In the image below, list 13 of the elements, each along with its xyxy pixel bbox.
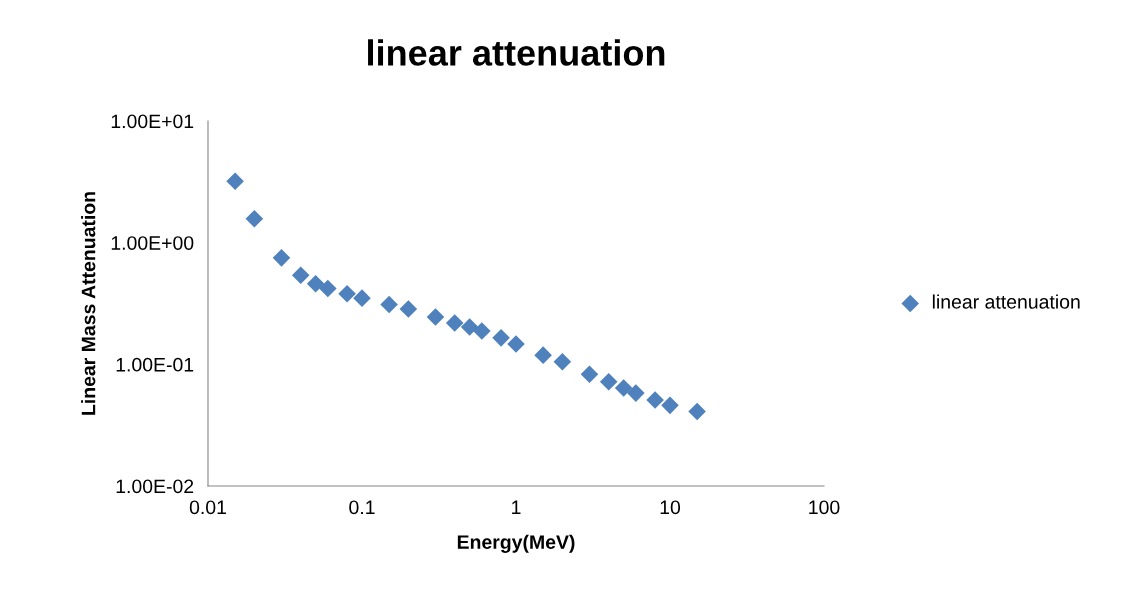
y-tick-label: 1.00E-01	[116, 357, 194, 372]
x-axis-title: Energy(MeV)	[457, 534, 575, 553]
y-tick-label: 1.00E+00	[111, 236, 194, 250]
y-axis-title: Linear Mass Attenuation	[81, 192, 96, 415]
legend-label: linear attenuation	[932, 294, 1080, 309]
x-tick-label: 0.1	[349, 500, 375, 515]
x-tick-label: 10	[660, 500, 681, 515]
x-tick-label: 0.01	[189, 500, 226, 515]
y-tick-label: 1.00E-02	[116, 479, 194, 494]
x-tick-label: 1	[512, 500, 521, 514]
y-tick-label: 1.00E+01	[111, 114, 194, 129]
chart-title: linear attenuation	[368, 39, 665, 66]
x-tick-label: 100	[809, 500, 840, 515]
